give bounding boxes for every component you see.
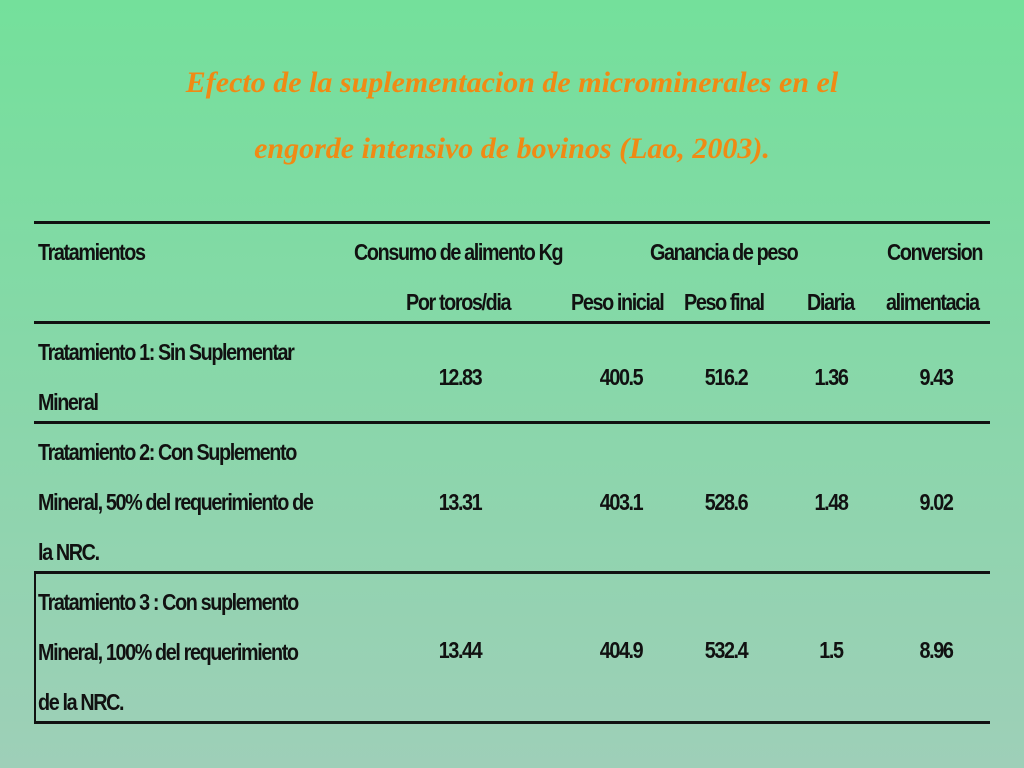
cell-peso-final: 516.2	[704, 364, 749, 390]
table-bottom-rule	[34, 721, 990, 724]
title-line-1: Efecto de la suplementacion de micromine…	[185, 66, 839, 99]
cell-conversion: 9.02	[919, 489, 953, 515]
cell-peso-final: 532.4	[704, 637, 749, 663]
header-por-toros: Por toros/dia	[406, 289, 511, 315]
slide-title: Efecto de la suplementacion de micromine…	[0, 50, 1024, 182]
cell-conversion: 9.43	[919, 364, 953, 390]
row-label-line: Mineral, 50% del requerimiento de	[38, 489, 314, 515]
row-label-line: Mineral, 100% del requerimiento	[38, 639, 299, 665]
header-alimentacia: alimentacia	[886, 289, 980, 315]
cell-peso-inicial: 403.1	[599, 489, 644, 515]
header-bottom-rule	[34, 321, 990, 324]
title-line-2: engorde intensivo de bovinos (Lao, 2003)…	[254, 132, 770, 165]
cell-peso-inicial: 400.5	[599, 364, 644, 390]
row-label-line: Tratamiento 2: Con Suplemento	[38, 439, 297, 465]
cell-consumo: 13.31	[438, 489, 483, 515]
header-diaria: Diaria	[807, 289, 855, 315]
cell-diaria: 1.48	[814, 489, 848, 515]
table-top-rule	[34, 221, 990, 224]
row-3-left-border	[34, 571, 36, 723]
header-conversion: Conversion	[887, 239, 983, 265]
row-label-line: Tratamiento 1: Sin Suplementar	[38, 339, 295, 365]
header-tratamientos: Tratamientos	[38, 239, 146, 265]
header-peso-inicial: Peso inicial	[571, 289, 665, 315]
row-label-line: Mineral	[38, 389, 99, 415]
cell-consumo: 13.44	[438, 637, 483, 663]
cell-conversion: 8.96	[919, 637, 953, 663]
row-1-bottom-rule	[34, 421, 990, 424]
header-peso-final: Peso final	[684, 289, 765, 315]
cell-diaria: 1.36	[814, 364, 848, 390]
row-label-line: Tratamiento 3 : Con suplemento	[38, 589, 299, 615]
row-label-line: de la NRC.	[38, 689, 125, 715]
cell-consumo: 12.83	[438, 364, 483, 390]
header-ganancia: Ganancia de peso	[650, 239, 799, 265]
cell-diaria: 1.5	[819, 637, 844, 663]
cell-peso-final: 528.6	[704, 489, 749, 515]
header-consumo: Consumo de alimento Kg	[354, 239, 564, 265]
row-2-bottom-rule	[34, 571, 990, 574]
cell-peso-inicial: 404.9	[599, 637, 644, 663]
row-label-line: la NRC.	[38, 539, 100, 565]
